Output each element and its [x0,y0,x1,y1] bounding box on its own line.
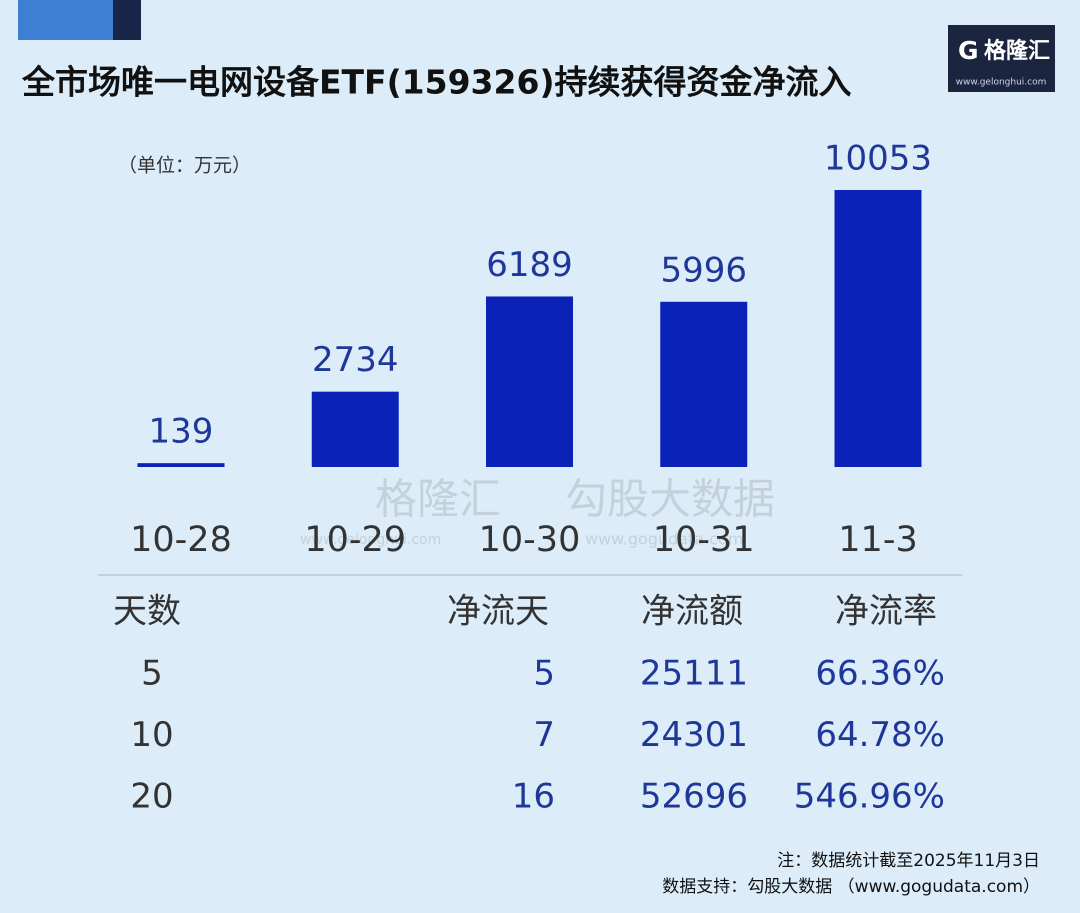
title: 全市场唯一电网设备ETF(159326)持续获得资金净流入 [21,63,852,102]
table-cell: 66.36% [815,654,945,694]
table-header: 净流额 [641,592,743,632]
note: 注：数据统计截至2025年11月3日 [777,851,1040,871]
watermark-text: 格隆汇 [375,475,501,524]
unit-label: （单位：万元） [118,155,251,177]
note: 数据支持：勾股大数据 （www.gogudata.com） [662,877,1040,897]
x-tick-label: 11-3 [838,520,917,560]
table-cell: 10 [130,715,173,755]
table-cell: 20 [130,777,173,817]
bar [660,301,748,467]
bar [137,463,225,467]
logo-mark: G [958,36,979,65]
x-tick-label: 10-28 [130,520,232,560]
table-cell: 5 [141,654,163,694]
watermark-text: www.gogudata.com [585,530,743,549]
table-header: 天数 [113,592,181,632]
value-label: 2734 [312,340,399,380]
value-label: 6189 [486,245,573,285]
table-cell: 64.78% [815,715,945,755]
table-cell: 16 [512,777,555,817]
logo-box [948,25,1055,92]
watermark-text: 勾股大数据 [565,475,775,524]
table-header: 净流天 [447,592,549,632]
table-cell: 546.96% [794,777,945,817]
bar [311,391,399,467]
watermark: 格隆汇 www.gelonghui.com 勾股大数据 www.gogudata… [300,475,775,549]
table-cell: 5 [533,654,555,694]
bar [834,190,922,467]
table-cell: 25111 [640,654,748,694]
value-label: 139 [149,412,214,452]
value-label: 5996 [660,250,747,290]
x-tick-label: 10-30 [479,520,581,560]
bar [486,296,573,467]
logo-url: www.gelonghui.com [956,78,1047,88]
table-cell: 24301 [640,715,748,755]
corner-bar-dark [113,0,141,40]
table-header: 净流率 [835,592,937,632]
value-label: 10053 [824,139,932,179]
table-cell: 7 [533,715,555,755]
logo-name: 格隆汇 [984,38,1050,64]
watermark-text: www.gelonghui.com [300,532,441,548]
corner-bar [18,0,113,40]
x-tick-label: 10-29 [304,520,406,560]
x-tick-label: 10-31 [653,520,755,560]
table-cell: 52696 [640,777,748,817]
